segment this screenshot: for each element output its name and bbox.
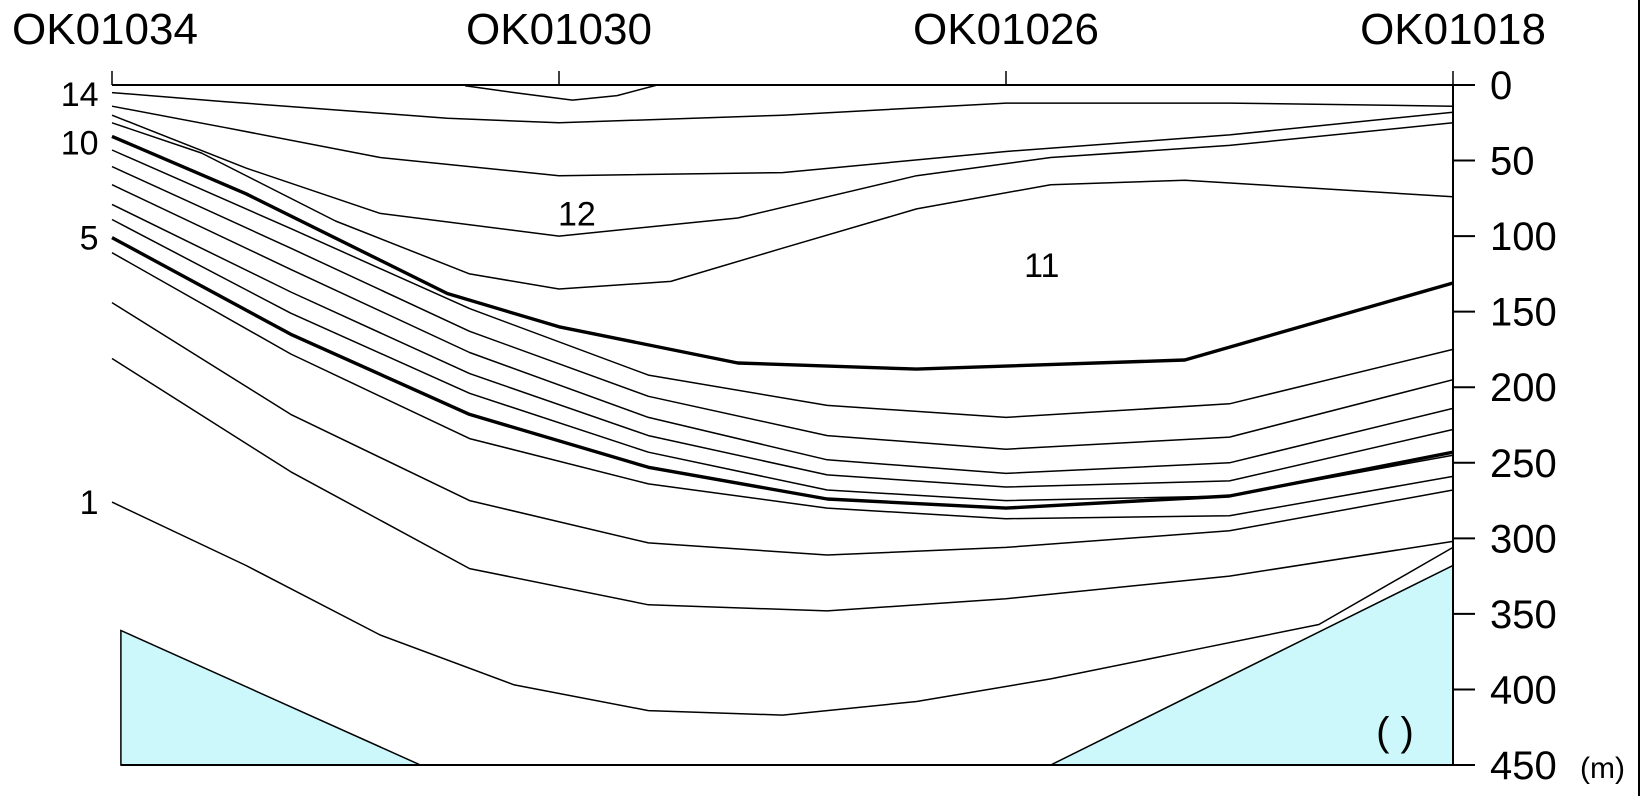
contour-line-8: [111, 165, 1454, 450]
y-tick-label-5: 200: [1490, 366, 1557, 410]
y-tick-label-3: 100: [1490, 215, 1557, 259]
station-label-4: OK01018: [1360, 5, 1546, 54]
contour-label-6: 11: [1024, 247, 1059, 285]
contour-label-3: 5: [80, 220, 99, 258]
right-border-line: [1638, 0, 1640, 796]
y-tick-label-1: 0: [1490, 64, 1512, 108]
contour-line-9: [111, 184, 1454, 475]
contour-line-5: [111, 122, 1454, 290]
contour-label-5: 12: [558, 195, 596, 233]
contour-label-4: 1: [80, 484, 99, 522]
contour-line-11: [111, 218, 1454, 502]
station-label-1: OK01034: [12, 5, 198, 54]
contour-line-16: [111, 501, 1454, 716]
y-tick-label-4: 150: [1490, 291, 1557, 335]
labels: OK01034 OK01030 OK01026 OK01018 0 50 100 150 200…: [12, 5, 1557, 788]
contour-line-15: [111, 357, 1454, 612]
shaded-region-1: [120, 629, 421, 766]
station-label-3: OK01026: [913, 5, 1099, 54]
bold-contour-line-6: [111, 134, 1454, 371]
contour-label-2: 10: [61, 124, 99, 162]
station-label-2: OK01030: [466, 5, 652, 54]
y-tick-label-9: 400: [1490, 668, 1557, 712]
contour-line-14: [111, 301, 1454, 556]
y-tick-label-10: 450: [1490, 744, 1557, 788]
y-tick-label-8: 350: [1490, 593, 1557, 637]
contour-lines: [111, 84, 1454, 716]
y-tick-label-6: 250: [1490, 442, 1557, 486]
contour-line-4: [111, 114, 1454, 237]
contour-line-10: [111, 203, 1454, 488]
axes: [111, 71, 1475, 766]
contour-line-7: [111, 149, 1454, 419]
contour-line-2: [111, 91, 1454, 124]
contour-label-1: 14: [61, 76, 99, 114]
shaded-regions: [120, 564, 1454, 766]
y-tick-label-7: 300: [1490, 517, 1557, 561]
contour-line-1: [464, 84, 658, 101]
contour-line-3: [111, 105, 1454, 177]
parenthetical-annotation: ( ): [1376, 710, 1414, 754]
y-axis-unit-label: (m): [1580, 752, 1625, 785]
contour-line-13: [111, 252, 1454, 520]
bold-contour-line-12: [111, 236, 1454, 510]
y-tick-label-2: 50: [1490, 140, 1535, 184]
